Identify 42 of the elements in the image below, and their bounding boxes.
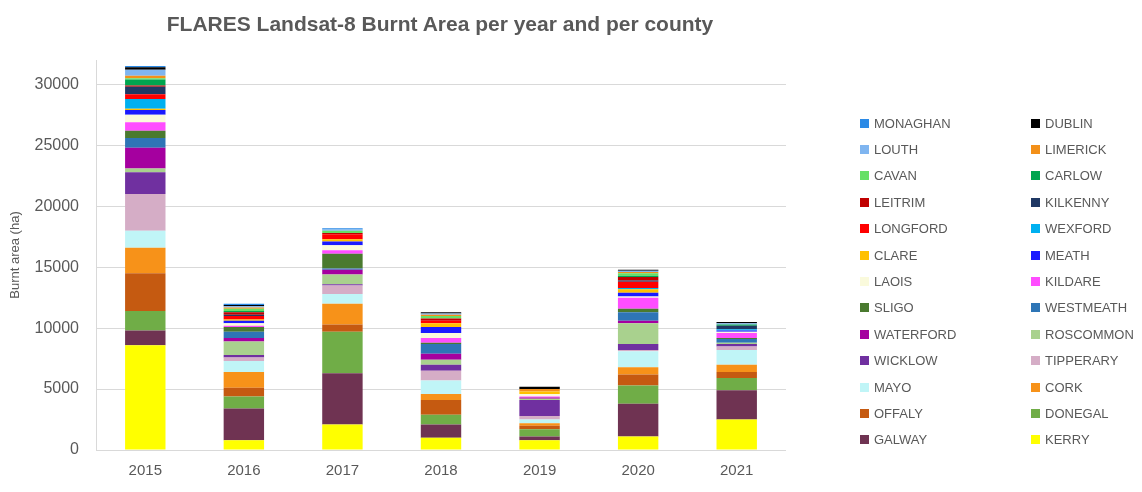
legend-label: LOUTH	[874, 142, 919, 158]
legend-label: KILDARE	[1045, 274, 1101, 290]
y-tick-label: 30000	[34, 74, 80, 92]
chart-title: FLARES Landsat-8 Burnt Area per year and per county	[165, 12, 715, 36]
legend-label: DONEGAL	[1045, 405, 1109, 421]
x-tick-label: 2019	[522, 461, 557, 479]
x-tick-label: 2021	[720, 461, 754, 479]
legend-label: GALWAY	[874, 432, 928, 448]
legend-label: LIMERICK	[1045, 142, 1107, 158]
legend-label: WATERFORD	[874, 326, 957, 342]
x-tick-label: 2017	[325, 461, 360, 479]
y-tick-label: 25000	[34, 135, 80, 153]
legend-label: CAVAN	[874, 168, 917, 184]
legend-label: ROSCOMMON	[1045, 326, 1134, 342]
legend-label: DUBLIN	[1045, 115, 1093, 131]
legend-label: TIPPERARY	[1045, 353, 1119, 369]
y-axis-title: Burnt area (ha)	[7, 211, 23, 299]
y-tick-label: 20000	[34, 196, 80, 214]
legend-label: SLIGO	[874, 300, 914, 316]
legend-label: MAYO	[874, 379, 912, 395]
legend-label: KERRY	[1045, 432, 1090, 448]
x-tick-label: 2020	[621, 461, 655, 479]
y-tick-label: 10000	[34, 318, 80, 336]
legend-label: WEXFORD	[1045, 221, 1112, 237]
legend-label: OFFALY	[874, 405, 923, 421]
legend-label: LAOIS	[874, 274, 913, 290]
legend-label: WICKLOW	[874, 353, 938, 369]
legend-label: KILKENNY	[1045, 194, 1110, 210]
x-tick-label: 2016	[227, 461, 261, 479]
x-tick-label: 2018	[424, 461, 458, 479]
legend-label: LEITRIM	[874, 194, 926, 210]
x-tick-label: 2015	[128, 461, 162, 479]
y-tick-label: 0	[70, 440, 80, 458]
y-tick-label: 15000	[34, 257, 80, 275]
legend-label: MEATH	[1045, 247, 1090, 263]
legend-label: CLARE	[874, 247, 918, 263]
y-tick-label: 5000	[43, 379, 80, 397]
legend-label: MONAGHAN	[874, 115, 951, 131]
legend-label: LONGFORD	[874, 221, 948, 237]
legend-label: CORK	[1045, 379, 1083, 395]
legend-label: CARLOW	[1045, 168, 1103, 184]
legend-label: WESTMEATH	[1045, 300, 1128, 316]
